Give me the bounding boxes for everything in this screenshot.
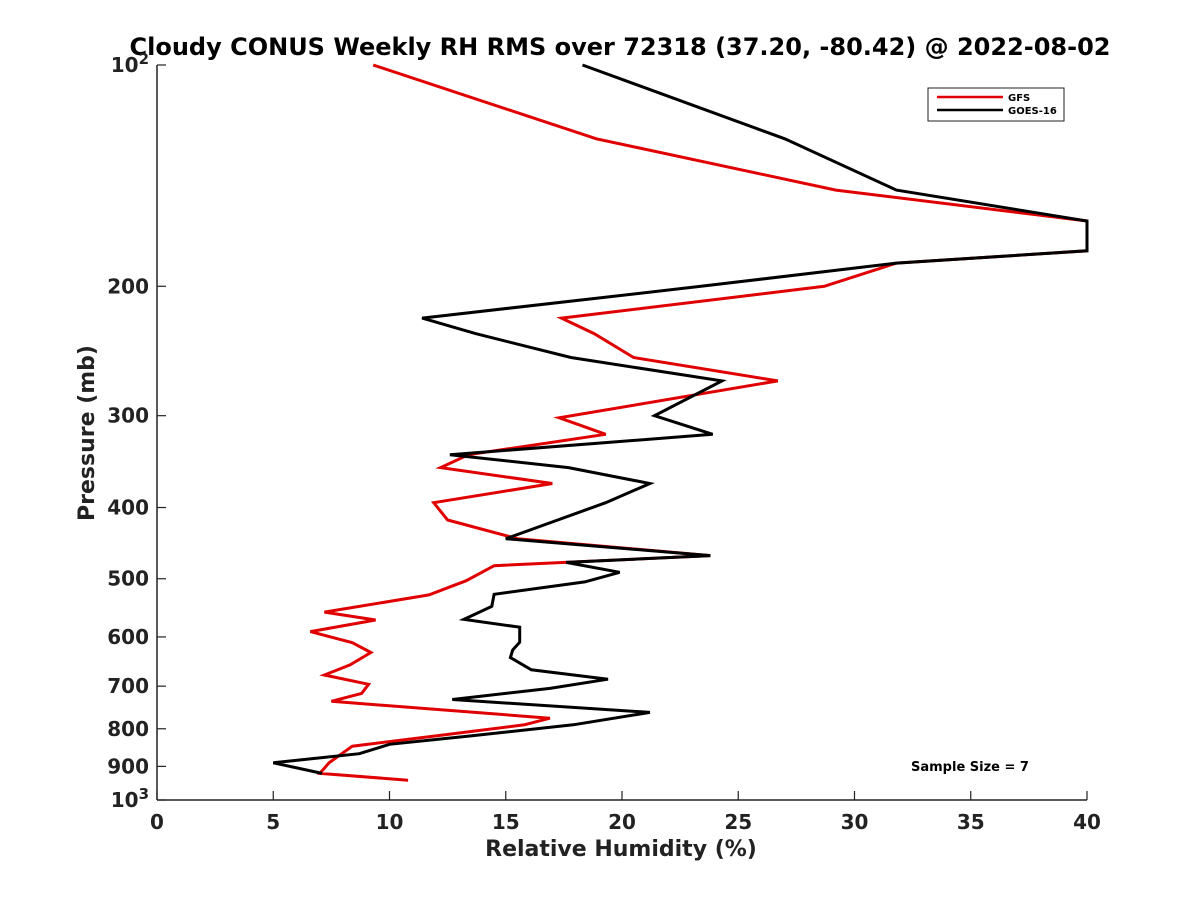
y-axis-label: Pressure (mb) bbox=[75, 345, 100, 521]
y-tick-label: 200 bbox=[107, 274, 149, 298]
x-axis-label: Relative Humidity (%) bbox=[485, 837, 757, 862]
y-tick-label: 800 bbox=[107, 717, 149, 741]
legend-label-goes16: GOES-16 bbox=[1008, 106, 1057, 117]
y-tick-label: 500 bbox=[107, 567, 149, 591]
legend-box bbox=[927, 87, 1065, 122]
x-tick-label: 10 bbox=[376, 810, 404, 834]
series-line-gfs bbox=[310, 63, 1089, 782]
y-tick-label: 900 bbox=[107, 754, 149, 778]
x-tick-label: 20 bbox=[608, 810, 636, 834]
x-tick-label: 35 bbox=[957, 810, 985, 834]
x-tick-label: 5 bbox=[266, 810, 280, 834]
y-ticks: 102 200 300 400 500 600 700 800 900 103 bbox=[107, 50, 166, 812]
series-line-goes16 bbox=[272, 63, 1089, 775]
x-tick-label: 30 bbox=[841, 810, 869, 834]
plot-series bbox=[272, 63, 1089, 782]
y-tick-label: 400 bbox=[107, 496, 149, 520]
legend: GFS GOES-16 bbox=[927, 87, 1065, 122]
chart-title: Cloudy CONUS Weekly RH RMS over 72318 (3… bbox=[130, 33, 1111, 61]
x-tick-label: 40 bbox=[1073, 810, 1101, 834]
y-tick-label: 300 bbox=[107, 404, 149, 428]
x-tick-label: 15 bbox=[492, 810, 520, 834]
y-tick-label-power: 103 bbox=[111, 785, 149, 812]
sample-size-annotation: Sample Size = 7 bbox=[911, 760, 1029, 775]
y-tick-label: 600 bbox=[107, 625, 149, 649]
x-ticks: 0 5 10 15 20 25 30 35 40 bbox=[150, 791, 1101, 834]
y-tick-label: 700 bbox=[107, 674, 149, 698]
legend-label-gfs: GFS bbox=[1008, 93, 1030, 104]
x-tick-label: 25 bbox=[724, 810, 752, 834]
x-tick-label: 0 bbox=[150, 810, 164, 834]
y-tick-label-power: 102 bbox=[111, 50, 149, 77]
